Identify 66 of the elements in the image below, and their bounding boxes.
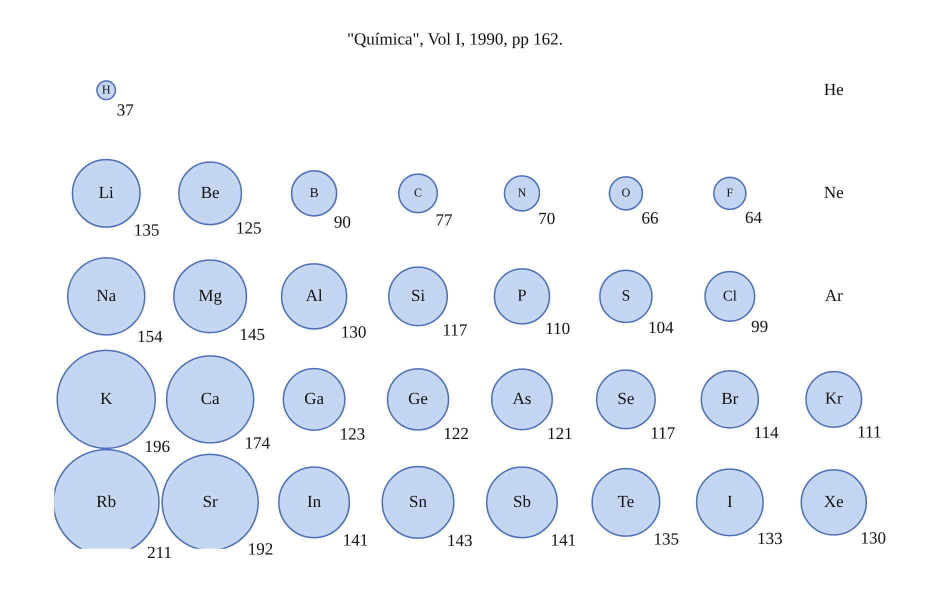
data-label: 196 [144, 437, 170, 456]
category-label: S [622, 287, 630, 304]
category-label: Te [618, 492, 634, 511]
category-label: I [727, 492, 734, 511]
category-label: Kr [825, 388, 844, 408]
data-label: 117 [442, 320, 468, 340]
data-label: 117 [650, 423, 676, 442]
data-label: 135 [134, 220, 160, 240]
data-label: 174 [244, 433, 271, 452]
category-label: B [310, 184, 319, 200]
category-label: Rb [96, 492, 116, 511]
data-label: 122 [443, 424, 469, 444]
category-label: Be [200, 182, 220, 202]
category-label: Ar [824, 286, 844, 305]
category-label: Cl [722, 288, 737, 304]
data-label: 104 [648, 318, 674, 338]
category-label: Na [96, 286, 117, 305]
category-label: Sn [409, 492, 428, 511]
category-label: O [622, 185, 631, 200]
category-label: Ne [824, 182, 844, 202]
category-label: K [100, 388, 114, 408]
category-label: He [824, 80, 844, 99]
data-label: 125 [236, 218, 262, 238]
data-label: 135 [654, 529, 680, 548]
category-label: Ge [408, 388, 428, 408]
category-label: Mg [198, 286, 222, 305]
data-label: 121 [547, 424, 573, 444]
category-label: Li [98, 182, 114, 202]
data-label: 130 [340, 322, 366, 342]
data-label: 77 [436, 210, 454, 230]
category-label: Sb [512, 492, 531, 511]
category-label: F [726, 185, 734, 200]
data-label: 66 [641, 208, 658, 228]
data-label: 211 [147, 542, 172, 562]
category-label: Ga [304, 388, 324, 408]
data-label: 37 [116, 100, 134, 120]
data-label: 111 [857, 422, 882, 442]
data-label: 154 [137, 326, 164, 346]
data-label: 64 [745, 208, 763, 227]
category-label: Xe [824, 492, 844, 511]
category-label: Br [721, 388, 739, 408]
data-label: 192 [248, 539, 274, 558]
category-label: N [518, 185, 527, 200]
category-label: Ca [200, 388, 220, 408]
category-label: C [414, 185, 422, 200]
data-label: 90 [334, 212, 351, 232]
data-label: 141 [342, 530, 368, 550]
data-label: 133 [757, 529, 783, 548]
text: "Química", Vol I, 1990, pp 162. [347, 30, 563, 49]
category-label: In [307, 492, 322, 511]
data-label: 99 [751, 317, 768, 336]
data-label: 141 [550, 530, 576, 550]
data-label: 123 [340, 424, 366, 444]
category-label: As [512, 388, 532, 408]
data-label: 143 [447, 530, 473, 550]
category-label: H [102, 82, 111, 96]
data-label: 70 [538, 209, 556, 228]
category-label: Se [617, 388, 634, 408]
data-label: 114 [754, 422, 780, 442]
data-label: 145 [240, 325, 266, 344]
category-label: P [517, 286, 527, 305]
data-label: 110 [545, 319, 570, 338]
category-label: Sr [202, 492, 218, 511]
category-label: Al [306, 286, 323, 305]
data-label: 130 [860, 528, 886, 548]
category-label: Si [410, 286, 426, 305]
